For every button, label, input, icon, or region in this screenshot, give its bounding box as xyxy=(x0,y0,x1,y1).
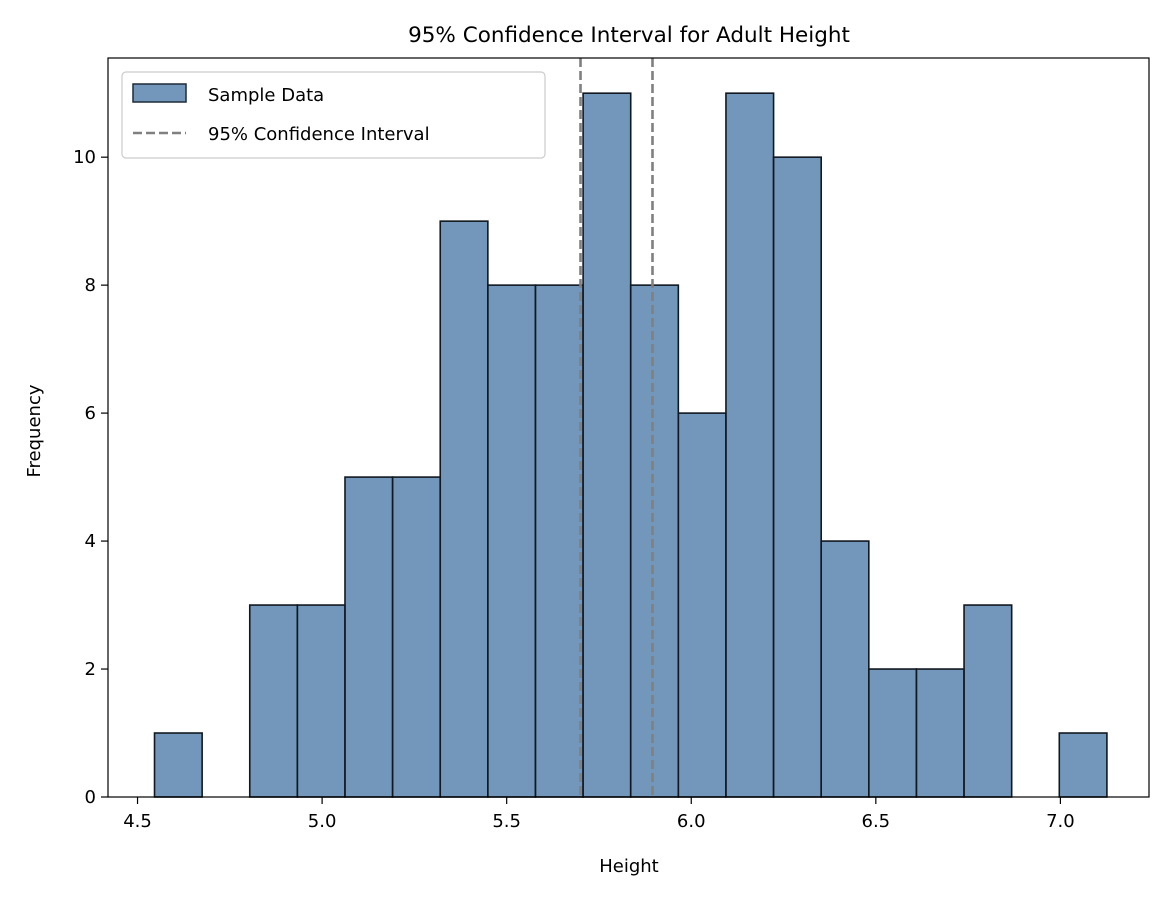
chart-title: 95% Confidence Interval for Adult Height xyxy=(408,23,850,48)
histogram-bar xyxy=(677,412,727,798)
x-tick-label: 7.0 xyxy=(1046,811,1075,832)
histogram-bar xyxy=(963,604,1013,798)
x-tick-label: 5.5 xyxy=(492,811,521,832)
plot-frame xyxy=(107,57,1150,798)
y-axis-label: Frequency xyxy=(24,384,45,477)
histogram-bar xyxy=(344,476,394,798)
histogram-bar xyxy=(296,604,346,798)
y-tick-label: 2 xyxy=(85,659,96,680)
histogram-bar xyxy=(391,476,442,798)
legend-label-sample-data: Sample Data xyxy=(208,85,324,106)
ci-lines xyxy=(579,58,654,797)
histogram-bar xyxy=(439,220,489,798)
histogram-bar xyxy=(487,284,537,798)
y-tick-label: 4 xyxy=(85,531,96,552)
x-tick-label: 5.0 xyxy=(308,811,337,832)
x-axis-label: Height xyxy=(599,856,659,877)
histogram-bar xyxy=(820,540,870,798)
x-tick-label: 4.5 xyxy=(123,811,152,832)
legend-box xyxy=(121,71,546,159)
histogram-bar xyxy=(1058,732,1108,798)
histogram-bar xyxy=(629,284,680,798)
y-axis-ticks: 0 2 4 6 8 10 xyxy=(73,147,108,808)
y-tick-label: 6 xyxy=(85,403,96,424)
histogram-bar xyxy=(772,156,822,798)
legend: Sample Data 95% Confidence Interval xyxy=(121,71,546,159)
y-tick-label: 10 xyxy=(73,147,96,168)
x-tick-label: 6.0 xyxy=(677,811,706,832)
y-tick-label: 8 xyxy=(85,275,96,296)
histogram-bar xyxy=(153,732,203,798)
histogram-bar xyxy=(582,92,632,798)
legend-label-ci: 95% Confidence Interval xyxy=(208,124,430,145)
histogram-bar xyxy=(868,668,918,798)
y-tick-label: 0 xyxy=(85,787,96,808)
histogram-bar xyxy=(725,92,775,798)
legend-swatch-sample-data xyxy=(132,83,187,103)
x-tick-label: 6.5 xyxy=(862,811,891,832)
histogram-bar xyxy=(248,604,299,798)
histogram-bars xyxy=(153,92,1108,798)
histogram-bar xyxy=(534,284,584,798)
histogram-bar xyxy=(915,668,965,798)
x-axis-ticks: 4.5 5.0 5.5 6.0 6.5 7.0 xyxy=(123,797,1075,832)
